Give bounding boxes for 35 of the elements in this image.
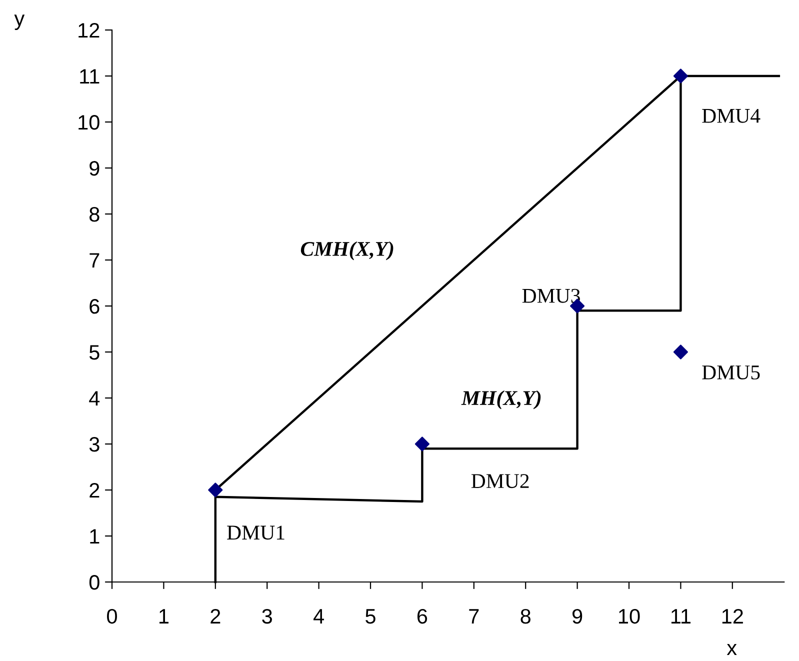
annotation: CMH(X,Y) <box>300 241 394 260</box>
y-tick-label: 9 <box>90 161 100 176</box>
x-tick-label: 11 <box>671 609 691 624</box>
y-axis-title: y <box>14 14 25 30</box>
x-tick-label: 4 <box>313 609 324 624</box>
x-tick-label: 5 <box>366 609 376 624</box>
x-tick-label: 8 <box>520 608 530 624</box>
y-tick-label: 6 <box>90 299 100 314</box>
y-tick-label: 5 <box>89 345 100 360</box>
annotation: DMU1 <box>227 526 284 540</box>
x-tick-label: 10 <box>619 608 640 624</box>
y-tick-label: 10 <box>78 115 100 130</box>
y-tick-label: 4 <box>89 391 100 406</box>
y-tick-label: 11 <box>80 69 100 84</box>
annotation: MH(X,Y) <box>461 390 541 410</box>
y-tick-label: 0 <box>89 575 100 590</box>
y-tick-label: 3 <box>89 437 100 452</box>
x-tick-label: 1 <box>159 609 168 624</box>
annotation: DMU2 <box>471 474 529 488</box>
x-tick-label: 6 <box>417 608 428 624</box>
x-tick-label: 2 <box>210 608 220 624</box>
y-tick-label: 7 <box>90 253 100 268</box>
annotation: DMU3 <box>522 288 580 303</box>
annotation: DMU4 <box>702 108 760 123</box>
annotation: DMU5 <box>702 366 760 380</box>
x-axis-title: x <box>726 644 737 656</box>
x-tick-label: 12 <box>722 608 743 624</box>
y-tick-label: 12 <box>78 23 100 38</box>
x-tick-label: 9 <box>572 608 582 624</box>
x-tick-label: 3 <box>262 608 272 624</box>
x-tick-label: 0 <box>107 608 117 624</box>
y-tick-label: 2 <box>90 483 100 498</box>
y-tick-label: 1 <box>90 529 100 544</box>
x-tick-label: 7 <box>469 609 479 624</box>
y-tick-label: 8 <box>90 207 100 222</box>
